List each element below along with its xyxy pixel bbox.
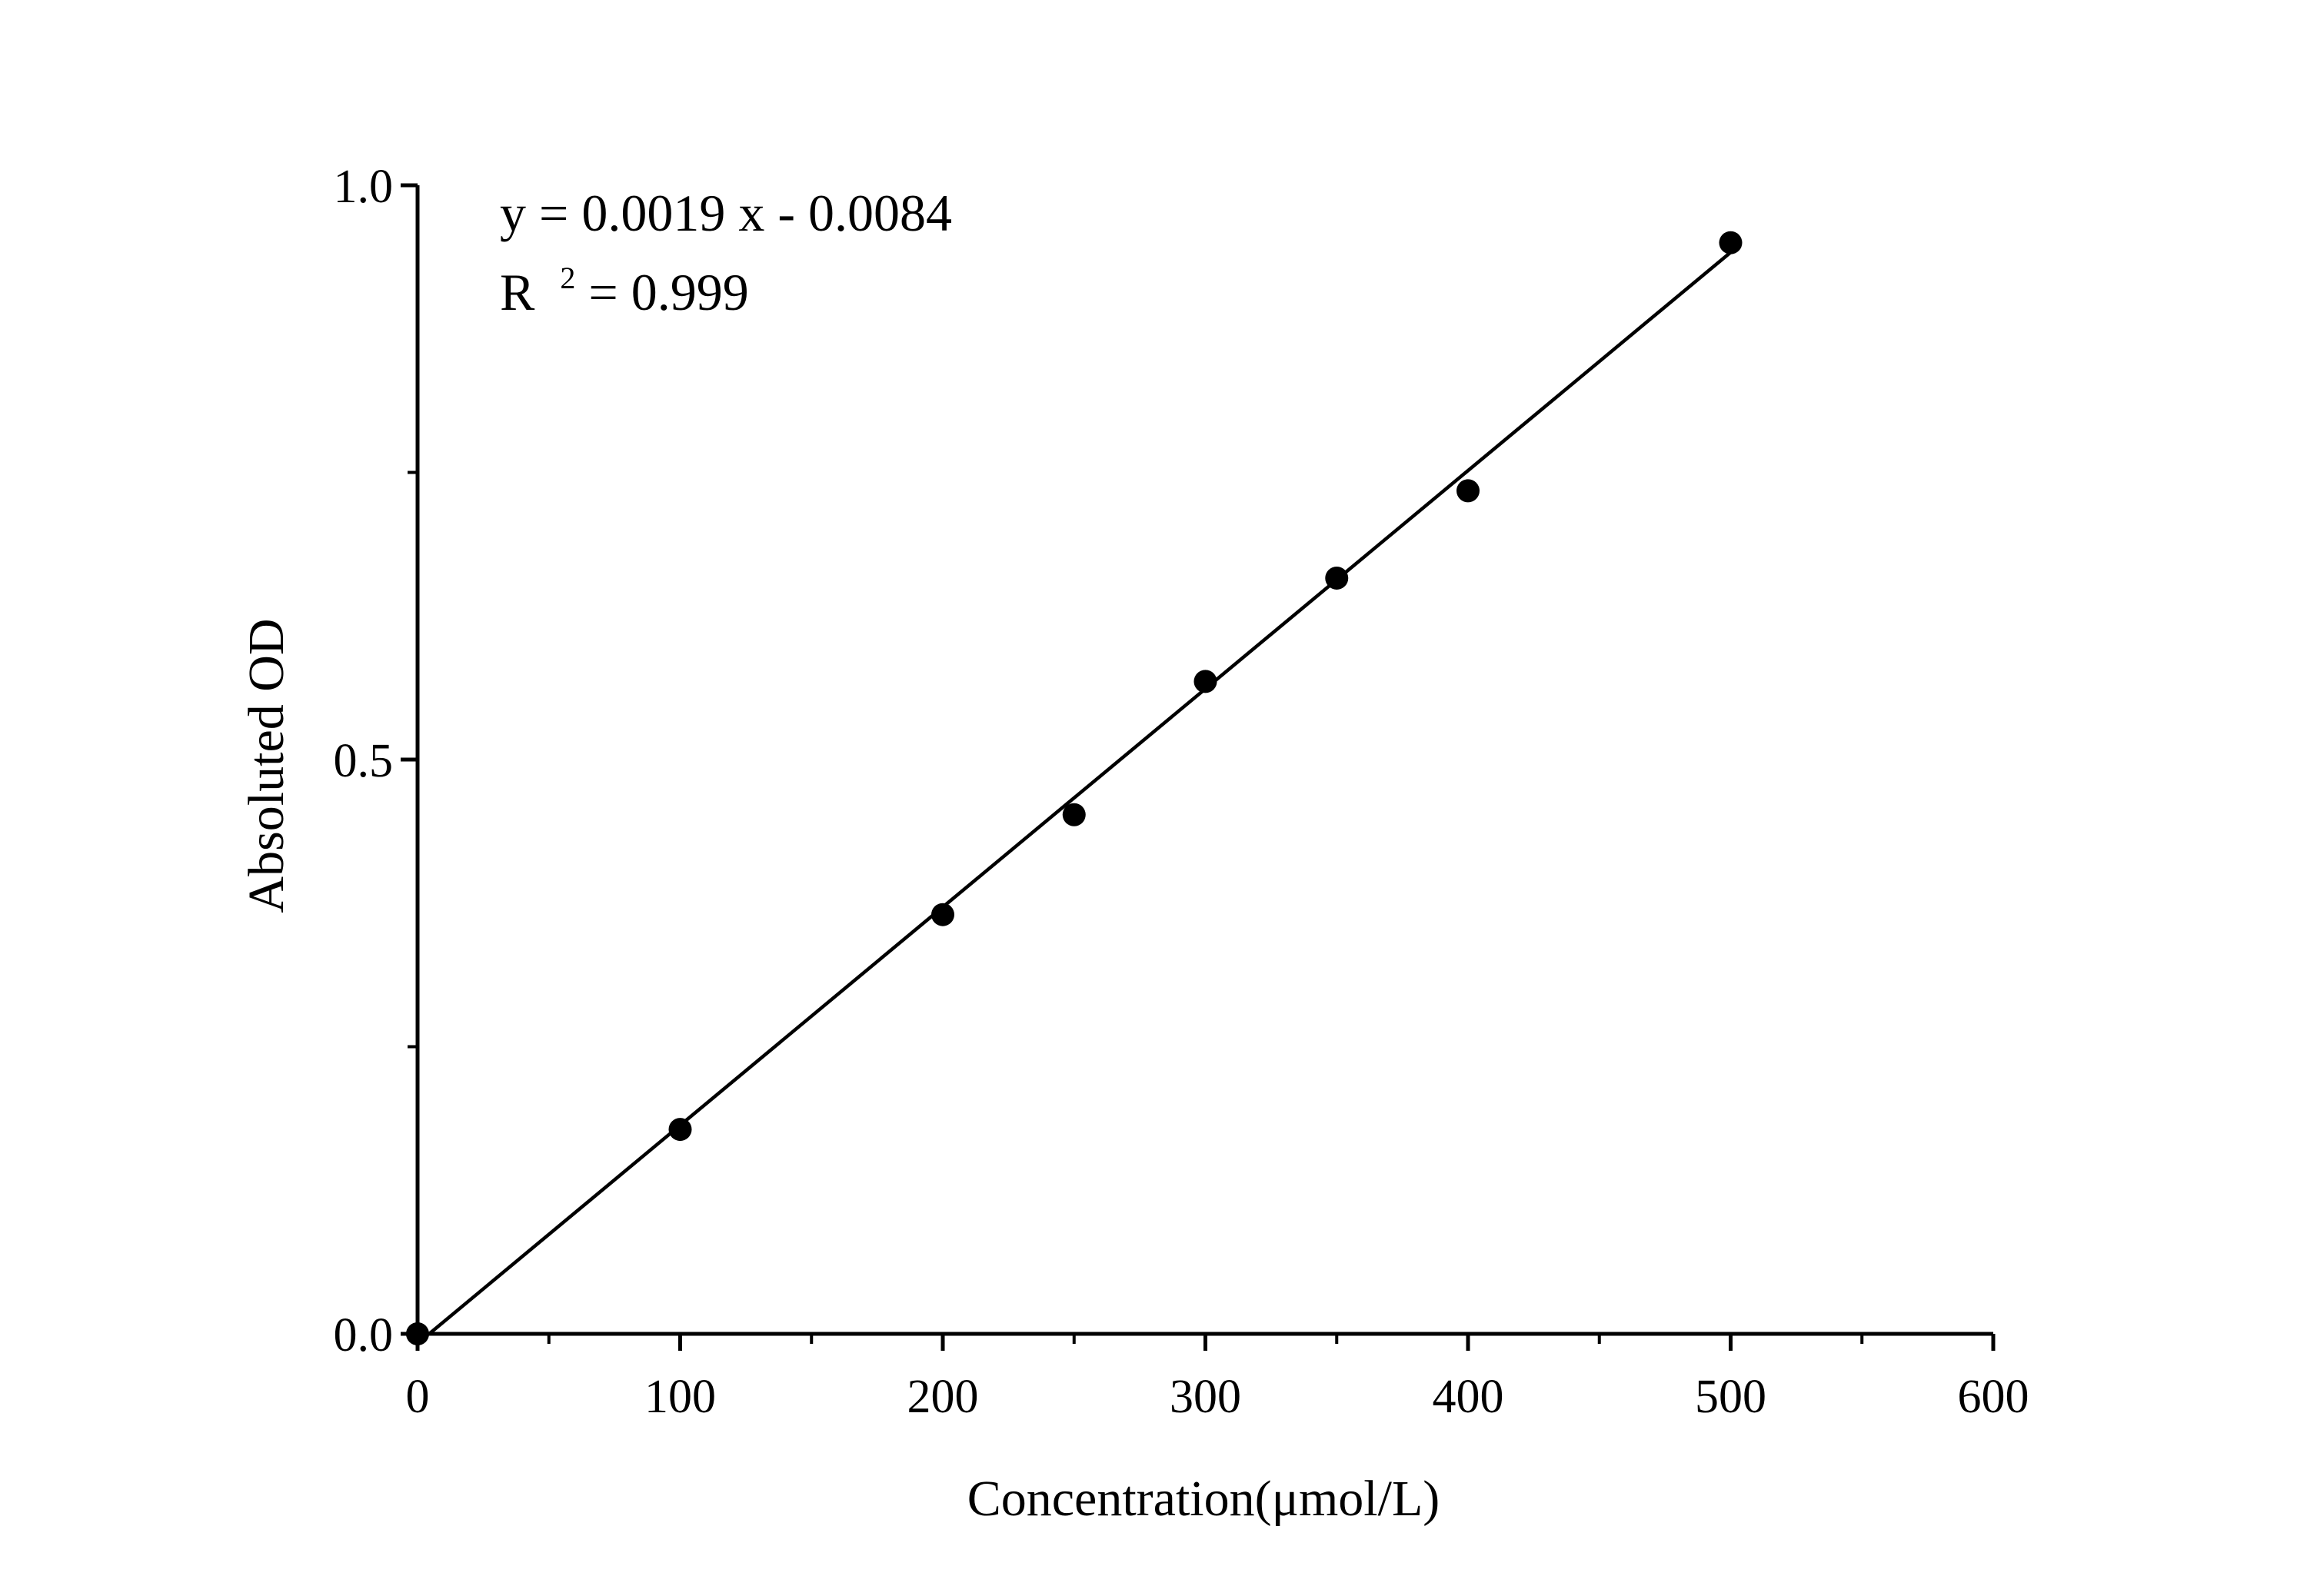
y-tick-label: 0.0 [334, 1309, 394, 1362]
data-point [1325, 566, 1349, 590]
data-point [931, 903, 954, 926]
r-squared-superscript: 2 [560, 261, 575, 295]
r-squared-value: = 0.999 [588, 263, 748, 321]
x-tick-label: 100 [644, 1371, 716, 1423]
x-tick-label: 600 [1958, 1371, 2029, 1423]
x-tick-label: 0 [406, 1371, 430, 1423]
x-tick-label: 200 [907, 1371, 979, 1423]
x-axis-title: Concentration(μmol/L) [967, 1471, 1440, 1527]
r-squared-prefix: R [500, 263, 535, 321]
data-points [406, 231, 1743, 1345]
data-point [668, 1118, 692, 1142]
data-point [406, 1322, 429, 1345]
data-point [1062, 803, 1086, 826]
x-tick-label: 400 [1433, 1371, 1504, 1423]
data-point [1456, 479, 1480, 503]
x-tick-label: 300 [1170, 1371, 1241, 1423]
data-point [1193, 670, 1217, 693]
x-axis-ticks: 0 100 200 300 400 500 600 [406, 1334, 2029, 1423]
y-axis-title: Absoluted OD [238, 618, 295, 913]
y-tick-label: 1.0 [334, 161, 394, 213]
fit-line-group [428, 251, 1732, 1335]
x-tick-label: 500 [1695, 1371, 1766, 1423]
r-squared: R 2 = 0.999 [500, 241, 749, 321]
fit-line [428, 251, 1732, 1335]
axes [415, 185, 1993, 1336]
fit-equation: y = 0.0019 x - 0.0084 [500, 184, 952, 242]
y-tick-label: 0.5 [334, 735, 394, 787]
data-point [1719, 231, 1743, 254]
y-axis-ticks: 0.0 0.5 1.0 [334, 161, 418, 1362]
